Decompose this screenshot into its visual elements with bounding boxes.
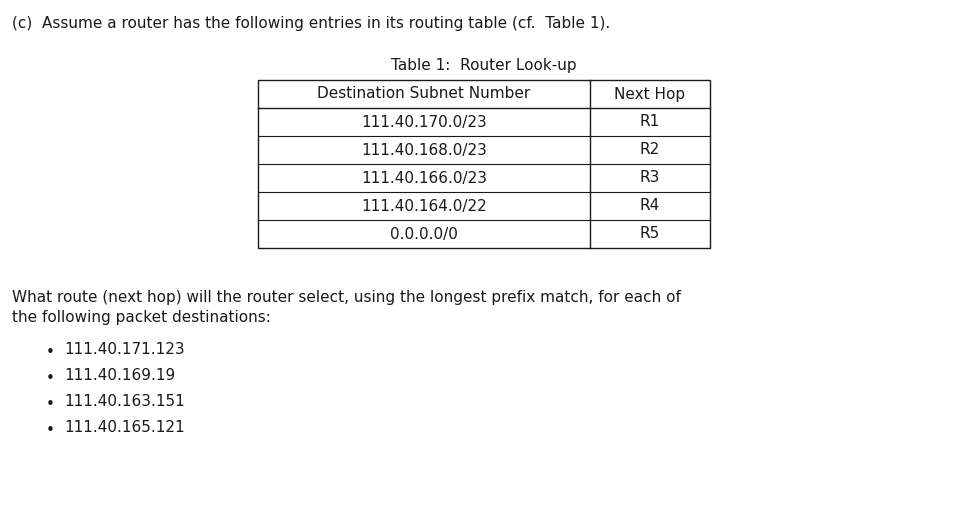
Text: R1: R1	[640, 114, 660, 130]
Text: (c)  Assume a router has the following entries in its routing table (cf.  Table : (c) Assume a router has the following en…	[12, 16, 610, 31]
Text: •: •	[46, 371, 54, 386]
Text: •: •	[46, 345, 54, 360]
Text: R2: R2	[640, 142, 660, 157]
Text: What route (next hop) will the router select, using the longest prefix match, fo: What route (next hop) will the router se…	[12, 290, 681, 305]
Text: the following packet destinations:: the following packet destinations:	[12, 310, 271, 325]
Text: 111.40.168.0/23: 111.40.168.0/23	[361, 142, 487, 157]
Text: 0.0.0.0/0: 0.0.0.0/0	[391, 226, 458, 241]
Bar	[258, 80, 710, 248]
Text: 111.40.165.121: 111.40.165.121	[64, 420, 185, 435]
Text: 111.40.164.0/22: 111.40.164.0/22	[361, 198, 486, 213]
Text: R4: R4	[640, 198, 660, 213]
Text: 111.40.170.0/23: 111.40.170.0/23	[361, 114, 486, 130]
Text: Next Hop: Next Hop	[614, 87, 685, 102]
Text: 111.40.171.123: 111.40.171.123	[64, 342, 185, 357]
Text: Destination Subnet Number: Destination Subnet Number	[318, 87, 531, 102]
Text: R3: R3	[640, 170, 660, 185]
Text: 111.40.166.0/23: 111.40.166.0/23	[361, 170, 487, 185]
Text: •: •	[46, 397, 54, 412]
Text: R5: R5	[640, 226, 660, 241]
Text: •: •	[46, 423, 54, 438]
Text: Table 1:  Router Look-up: Table 1: Router Look-up	[391, 58, 577, 73]
Text: 111.40.169.19: 111.40.169.19	[64, 368, 175, 383]
Text: 111.40.163.151: 111.40.163.151	[64, 394, 185, 409]
